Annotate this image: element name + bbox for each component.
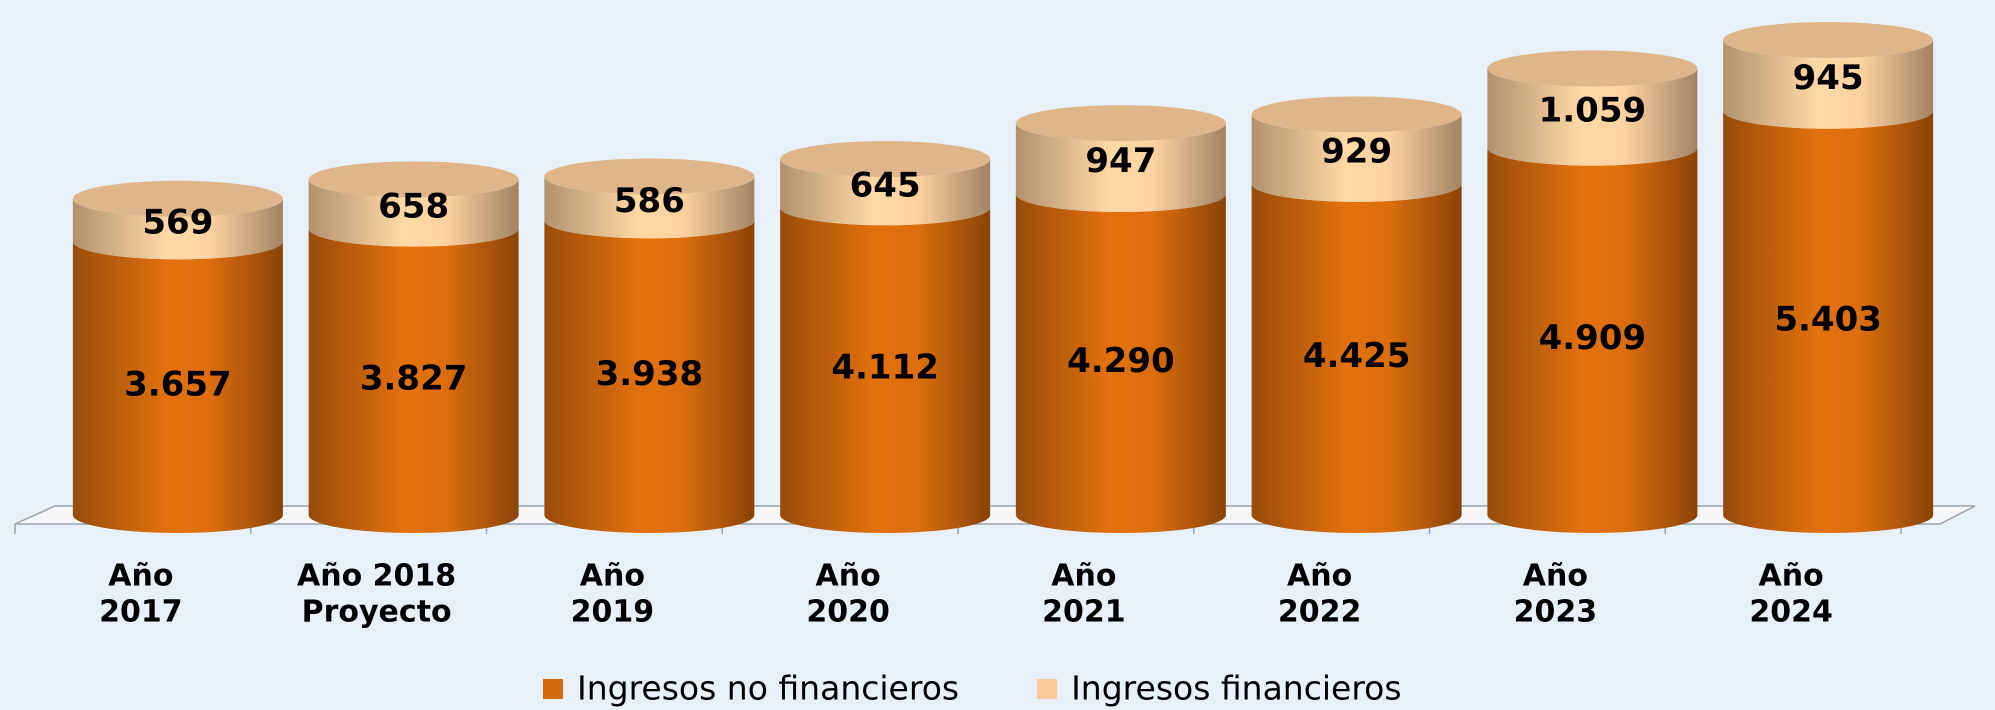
value-label: 4.909 xyxy=(1539,318,1647,358)
value-label: 569 xyxy=(142,203,213,243)
value-label: 658 xyxy=(378,187,449,227)
x-tick-label: 2021 xyxy=(1042,595,1126,630)
cylinder-segment xyxy=(1015,193,1226,533)
cylinder-segment xyxy=(308,179,519,247)
x-tick-label: 2022 xyxy=(1278,595,1362,630)
x-tick-label: Año xyxy=(1287,559,1352,594)
cylinder-segment xyxy=(1015,123,1226,212)
cylinder-segment xyxy=(1723,40,1934,129)
cylinder-top xyxy=(1015,105,1226,142)
cylinder-segment xyxy=(72,241,283,533)
x-tick-label: 2024 xyxy=(1749,595,1833,630)
cylinder-segment xyxy=(72,198,283,260)
cylinder-segment xyxy=(1487,68,1698,166)
x-tick-label: Año xyxy=(580,559,645,594)
x-tick-label: 2017 xyxy=(99,595,183,630)
value-label: 5.403 xyxy=(1774,299,1882,339)
value-label: 645 xyxy=(850,166,921,206)
value-label: 586 xyxy=(614,181,685,221)
x-tick-label: 2019 xyxy=(571,595,655,630)
x-tick-label: Proyecto xyxy=(302,595,452,630)
value-label: 4.112 xyxy=(831,348,939,388)
x-tick-label: 2020 xyxy=(806,595,890,630)
cylinder-segment xyxy=(780,207,991,533)
cylinder-segment xyxy=(308,228,519,533)
cylinder-top xyxy=(780,141,991,178)
value-label: 947 xyxy=(1085,141,1156,181)
cylinder-top xyxy=(544,158,755,195)
cylinder-segment xyxy=(1487,147,1698,533)
legend-swatch xyxy=(1037,679,1058,699)
x-tick-label: 2023 xyxy=(1514,595,1598,630)
x-tick-label: Año xyxy=(816,559,881,594)
value-label: 3.827 xyxy=(360,358,468,398)
legend-label: Ingresos financieros xyxy=(1071,669,1401,708)
cylinder-segment xyxy=(544,220,755,533)
cylinder-segment xyxy=(780,159,991,226)
value-label: 929 xyxy=(1321,132,1392,172)
value-label: 4.290 xyxy=(1067,341,1175,381)
cylinder-top xyxy=(1723,22,1934,58)
x-tick-label: Año xyxy=(108,559,173,594)
cylinder-top xyxy=(1251,96,1462,133)
value-label: 3.938 xyxy=(596,354,704,394)
value-label: 1.059 xyxy=(1539,91,1647,131)
cylinder-segment xyxy=(544,176,755,239)
x-tick-label: Año xyxy=(1523,559,1588,594)
legend-label: Ingresos no financieros xyxy=(577,669,959,708)
cylinder-top xyxy=(308,161,519,198)
cylinder-segment xyxy=(1251,114,1462,202)
legend-swatch xyxy=(543,679,563,699)
cylinder-top xyxy=(1487,50,1698,87)
value-label: 945 xyxy=(1793,58,1864,98)
cylinder-segment xyxy=(1251,183,1462,533)
cylinder-segment xyxy=(1723,110,1934,534)
value-label: 3.657 xyxy=(124,365,232,405)
value-label: 4.425 xyxy=(1303,336,1411,376)
x-tick-label: Año xyxy=(1759,559,1824,594)
x-tick-label: Año xyxy=(1051,559,1116,594)
cylinder-top xyxy=(72,180,283,217)
x-tick-label: Año 2018 xyxy=(297,559,456,594)
